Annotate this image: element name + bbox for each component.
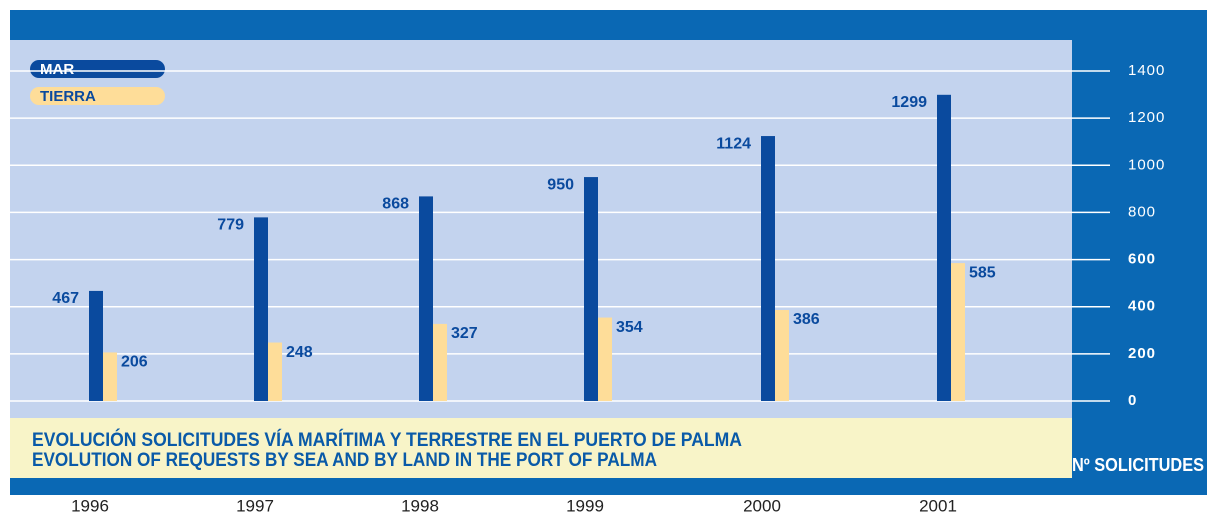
y-tick-label: 1200: [1128, 109, 1165, 126]
bar: [103, 352, 117, 401]
x-tick-label: 1998: [401, 496, 439, 515]
y-tick-label: 600: [1128, 251, 1156, 268]
bar: [598, 317, 612, 401]
y-tick-label: 800: [1128, 203, 1156, 220]
bar: [761, 136, 775, 402]
x-tick-label: 2000: [743, 496, 781, 515]
bar: [254, 217, 268, 401]
bar: [433, 323, 447, 401]
bar: [268, 342, 282, 401]
bar: [584, 177, 598, 401]
y-tick-label: 1000: [1128, 156, 1165, 173]
data-label: 950: [547, 176, 574, 193]
y-tick-label: 200: [1128, 345, 1156, 362]
bar: [419, 196, 433, 401]
bar: [89, 290, 103, 401]
data-label: 779: [217, 217, 244, 234]
data-label: 1124: [716, 135, 751, 152]
x-tick-label: 1996: [71, 496, 109, 515]
chart-title: EVOLUCIÓN SOLICITUDES VÍA MARÍTIMA Y TER…: [32, 429, 742, 451]
x-tick-label: 2001: [919, 496, 957, 515]
data-label: 327: [451, 325, 478, 342]
bar: [951, 263, 965, 401]
bar: [775, 310, 789, 401]
x-tick-label: 1999: [566, 496, 604, 515]
data-label: 1299: [891, 94, 927, 111]
legend-swatch: [30, 60, 165, 78]
y-tick-label: 1400: [1128, 62, 1165, 79]
bar: [937, 94, 951, 402]
data-label: 467: [52, 290, 79, 307]
legend-label: TIERRA: [40, 88, 96, 105]
legend-label: MAR: [40, 61, 74, 78]
data-label: 868: [382, 196, 409, 213]
data-label: 354: [616, 319, 643, 336]
legend-swatch: [30, 87, 165, 105]
data-label: 585: [969, 264, 996, 281]
chart-subtitle: EVOLUTION OF REQUESTS BY SEA AND BY LAND…: [32, 450, 657, 471]
data-label: 206: [121, 354, 148, 371]
data-label: 248: [286, 344, 313, 361]
plot-area: [10, 40, 1072, 418]
caption-band: [10, 418, 1072, 478]
y-tick-label: 400: [1128, 298, 1156, 315]
y-tick-label: 0: [1128, 392, 1137, 409]
x-tick-label: 1997: [236, 496, 274, 515]
y-axis-label: Nº SOLICITUDES: [1072, 455, 1204, 475]
data-label: 386: [793, 311, 820, 328]
